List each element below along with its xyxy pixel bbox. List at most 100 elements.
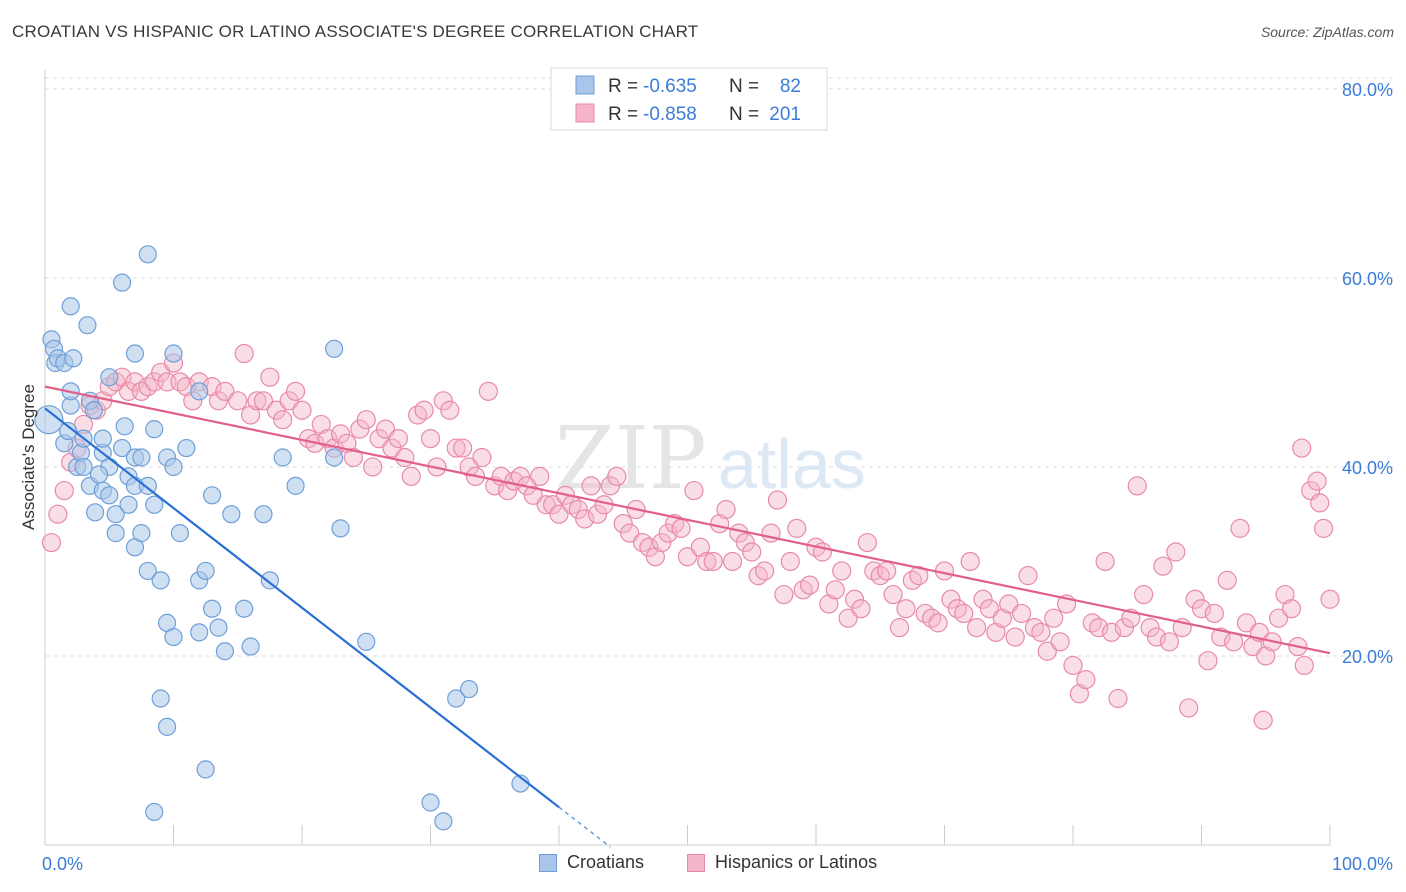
data-point-hispanics [1134,584,1154,605]
data-point-hispanics [973,589,993,609]
data-point-hispanics [414,400,434,420]
data-point-croatians [190,623,209,642]
data-point-hispanics [446,438,466,458]
data-point-hispanics [1069,684,1090,704]
data-point-hispanics [350,419,370,439]
data-point-croatians [115,417,134,436]
data-point-hispanics [401,466,421,487]
data-point-hispanics [1108,688,1128,709]
data-point-croatians [325,448,344,467]
data-point-croatians [86,503,105,522]
x-tick-labels: 0.0% 100.0% [42,854,1393,874]
data-point-hispanics [472,447,492,468]
watermark-atlas: atlas [718,425,866,503]
data-point-hispanics [311,414,331,435]
data-point-hispanics [979,599,1000,619]
legend-item-croatians[interactable]: Croatians [539,852,644,873]
data-point-hispanics [1217,570,1237,590]
data-point-croatians [151,689,170,708]
data-point-croatians [64,349,83,368]
trend-lines [44,385,1331,848]
data-point-croatians [125,344,145,363]
data-point-hispanics [1031,622,1051,642]
data-point-hispanics [41,532,62,553]
data-point-croatians [145,802,164,822]
data-point-croatians [286,476,305,495]
data-point-hispanics [1313,518,1334,538]
data-point-hispanics [375,419,396,439]
data-point-hispanics [620,523,640,543]
data-point-hispanics [1146,627,1167,647]
series-croatians-points [34,245,530,831]
data-point-hispanics [530,466,550,487]
data-point-hispanics [896,599,916,619]
data-point-hispanics [1211,627,1231,647]
data-point-croatians [254,505,273,524]
data-point-croatians [235,599,254,618]
data-point-hispanics [1011,603,1032,624]
data-point-hispanics [1198,651,1218,671]
data-point-hispanics [1101,622,1122,642]
data-point-hispanics [909,566,929,586]
data-point-hispanics [1166,542,1186,562]
data-point-hispanics [677,547,698,567]
data-point-hispanics [722,551,743,572]
y-tick-label: 40.0% [1342,458,1393,478]
data-point-hispanics [228,391,248,411]
data-point-croatians [132,448,151,467]
data-point-hispanics [639,537,659,557]
data-point-hispanics [395,447,415,468]
data-point-hispanics [54,480,74,501]
data-point-hispanics [382,438,402,458]
data-point-croatians [196,561,215,581]
data-point-hispanics [581,476,601,496]
data-point-croatians [202,599,222,618]
data-point-croatians [357,632,376,651]
data-point-hispanics [986,622,1006,642]
data-point-croatians [202,486,222,505]
data-point-hispanics [1320,589,1340,609]
data-point-hispanics [549,504,569,524]
data-point-hispanics [587,504,608,524]
trendline-croatians-extension [558,806,611,848]
data-point-hispanics [652,532,672,553]
data-point-hispanics [1179,698,1199,718]
data-point-croatians [93,429,112,448]
legend-swatch-croatians [539,853,557,872]
data-point-hispanics [1268,608,1289,628]
y-tick-labels: 20.0% 40.0% 60.0% 80.0% [1342,80,1393,667]
chart-title: CROATIAN VS HISPANIC OR LATINO ASSOCIATE… [12,22,699,41]
data-point-croatians [447,689,466,708]
data-point-hispanics [954,603,974,624]
data-point-hispanics [1307,471,1327,491]
data-point-hispanics [1044,608,1064,628]
data-point-croatians [164,344,183,363]
data-point-croatians [215,642,234,661]
data-point-hispanics [388,428,408,449]
data-point-hispanics [742,542,762,562]
data-point-croatians [78,316,97,335]
data-point-hispanics [1191,599,1212,619]
data-point-hispanics [363,457,383,477]
data-point-hispanics [767,490,788,510]
data-point-hispanics [285,381,306,401]
data-point-hispanics [1089,618,1109,638]
data-point-croatians [59,421,78,441]
data-point-hispanics [292,400,312,420]
data-point-croatians [209,618,228,637]
source-label: Source: ZipAtlas.com [1260,24,1394,40]
data-point-hispanics [575,509,595,529]
data-point-croatians [190,382,209,401]
data-point-croatians [164,457,183,477]
data-point-hispanics [433,391,453,411]
x-ticks [44,825,1331,845]
data-point-croatians [260,571,279,590]
data-point-hispanics [883,584,903,605]
data-point-croatians [145,420,164,439]
data-point-croatians [157,717,177,736]
data-point-croatians [459,679,479,699]
legend-item-hispanics[interactable]: Hispanics or Latinos [687,852,877,873]
data-point-hispanics [671,518,691,538]
data-point-hispanics [356,410,376,430]
data-point-hispanics [1037,641,1057,661]
